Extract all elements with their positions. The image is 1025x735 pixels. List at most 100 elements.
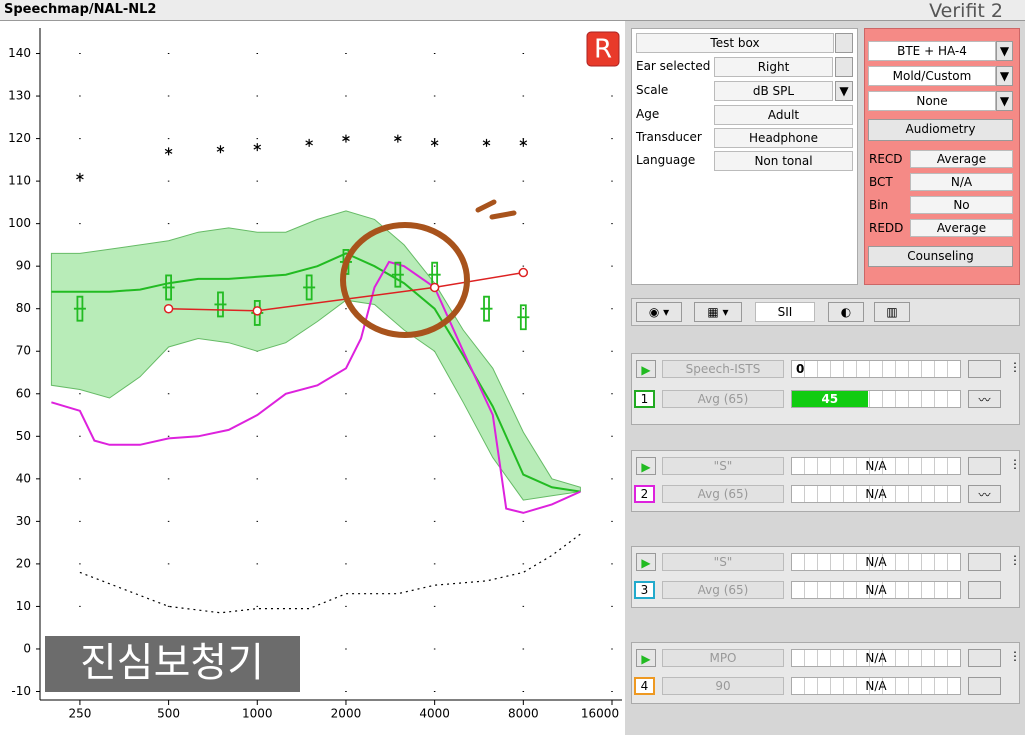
toolbar-icon[interactable]: ◐: [828, 302, 864, 322]
ha-label: REDD: [869, 221, 904, 235]
dropdown[interactable]: BTE + HA-4: [868, 41, 996, 61]
target-marker: [303, 274, 316, 301]
grid-icon[interactable]: [968, 457, 1001, 475]
title-bar: [0, 0, 1025, 21]
result[interactable]: N/A: [791, 485, 961, 503]
toolbar-icon[interactable]: ▦ ▾: [694, 302, 742, 322]
stimulus[interactable]: MPO: [662, 649, 784, 667]
setup-button[interactable]: ▼: [835, 81, 853, 101]
grid-icon[interactable]: [968, 649, 1001, 667]
audiometry-button[interactable]: Audiometry: [868, 119, 1013, 141]
target-marker: [73, 295, 86, 322]
dropdown-arrow[interactable]: ▼: [996, 91, 1013, 111]
test-number[interactable]: 4: [634, 677, 655, 695]
curve: [51, 260, 581, 514]
y-tick-label: 100: [8, 216, 31, 230]
curve-icon[interactable]: [968, 677, 1001, 695]
setup-value[interactable]: Headphone: [714, 128, 853, 148]
ucl-marker: [216, 145, 225, 154]
dropdown-arrow[interactable]: ▼: [996, 66, 1013, 86]
ha-value[interactable]: Average: [910, 150, 1013, 168]
test-button[interactable]: [835, 33, 853, 53]
threshold-marker: [252, 306, 263, 316]
setup-value[interactable]: dB SPL: [714, 81, 833, 101]
setup-value[interactable]: Non tonal: [714, 151, 853, 171]
ucl-marker: [519, 138, 528, 147]
setup-value[interactable]: Adult: [714, 105, 853, 125]
x-tick-label: 250: [68, 707, 91, 721]
curve: [51, 252, 581, 493]
ha-value[interactable]: N/A: [910, 173, 1013, 191]
badge-bg: [586, 31, 620, 67]
grid-icon[interactable]: [968, 360, 1001, 378]
ha-label: RECD: [869, 152, 903, 166]
test-number[interactable]: 3: [634, 581, 655, 599]
x-tick-label: 4000: [419, 707, 450, 721]
curve-icon[interactable]: 〰: [968, 390, 1001, 408]
test-number[interactable]: 1: [634, 390, 655, 408]
ha-value[interactable]: No: [910, 196, 1013, 214]
result[interactable]: 45: [791, 390, 961, 408]
curve-icon[interactable]: [968, 581, 1001, 599]
menu-dots[interactable]: ⋮: [1009, 553, 1021, 567]
result[interactable]: N/A: [791, 677, 961, 695]
ha-label: Bin: [869, 198, 889, 212]
result[interactable]: N/A: [791, 581, 961, 599]
x-tick-label: 8000: [508, 707, 539, 721]
menu-dots[interactable]: ⋮: [1009, 360, 1021, 374]
play-button[interactable]: ▶: [636, 360, 656, 378]
y-tick-label: 80: [16, 301, 31, 315]
watermark: 진심보청기: [80, 640, 264, 686]
ucl-marker: [430, 138, 439, 147]
play-button[interactable]: ▶: [636, 457, 656, 475]
stimulus[interactable]: "S": [662, 553, 784, 571]
ha-value[interactable]: Average: [910, 219, 1013, 237]
curve-icon[interactable]: 〰: [968, 485, 1001, 503]
setup-label: Ear selected: [636, 59, 711, 73]
stimulus[interactable]: "S": [662, 457, 784, 475]
menu-dots[interactable]: ⋮: [1009, 457, 1021, 471]
level[interactable]: Avg (65): [662, 581, 784, 599]
dropdown[interactable]: Mold/Custom: [868, 66, 996, 86]
stimulus[interactable]: Speech-ISTS: [662, 360, 784, 378]
setup-value[interactable]: Right: [714, 57, 833, 77]
stimulus-value[interactable]: 0: [791, 360, 961, 378]
counseling-button[interactable]: Counseling: [868, 246, 1013, 267]
stimulus-value[interactable]: N/A: [791, 553, 961, 571]
screen-title: Speechmap/NAL-NL2: [4, 2, 157, 17]
target-marker: [214, 291, 227, 318]
dropdown[interactable]: None: [868, 91, 996, 111]
sii-bar: 45: [792, 391, 868, 407]
y-tick-label: 20: [16, 556, 31, 570]
play-button[interactable]: ▶: [636, 649, 656, 667]
ucl-marker: [164, 147, 173, 156]
level[interactable]: 90: [662, 677, 784, 695]
stimulus-value[interactable]: N/A: [791, 649, 961, 667]
play-button[interactable]: ▶: [636, 553, 656, 571]
target-marker: [517, 304, 530, 331]
curve: [79, 533, 581, 614]
setup-label: Language: [636, 153, 696, 167]
y-tick-label: 0: [23, 641, 31, 655]
stimulus-value[interactable]: N/A: [791, 457, 961, 475]
x-tick-label: 500: [157, 707, 180, 721]
dropdown-arrow[interactable]: ▼: [996, 41, 1013, 61]
y-tick-label: 10: [16, 599, 31, 613]
badge: R: [594, 35, 612, 65]
setup-button[interactable]: [835, 57, 853, 77]
grid-icon[interactable]: [968, 553, 1001, 571]
toolbar-icon[interactable]: ◉ ▾: [636, 302, 682, 322]
sii-button[interactable]: SII: [755, 302, 815, 322]
menu-dots[interactable]: ⋮: [1009, 649, 1021, 663]
y-tick-label: 50: [16, 429, 31, 443]
test-selector[interactable]: Test box: [636, 33, 834, 53]
level[interactable]: Avg (65): [662, 390, 784, 408]
x-tick-label: 16000: [581, 707, 619, 721]
level[interactable]: Avg (65): [662, 485, 784, 503]
ucl-marker: [253, 143, 262, 152]
y-tick-label: 110: [8, 174, 31, 188]
test-number[interactable]: 2: [634, 485, 655, 503]
toolbar-icon[interactable]: ▥: [874, 302, 910, 322]
y-tick-label: 140: [8, 46, 31, 60]
ucl-marker: [394, 134, 402, 143]
